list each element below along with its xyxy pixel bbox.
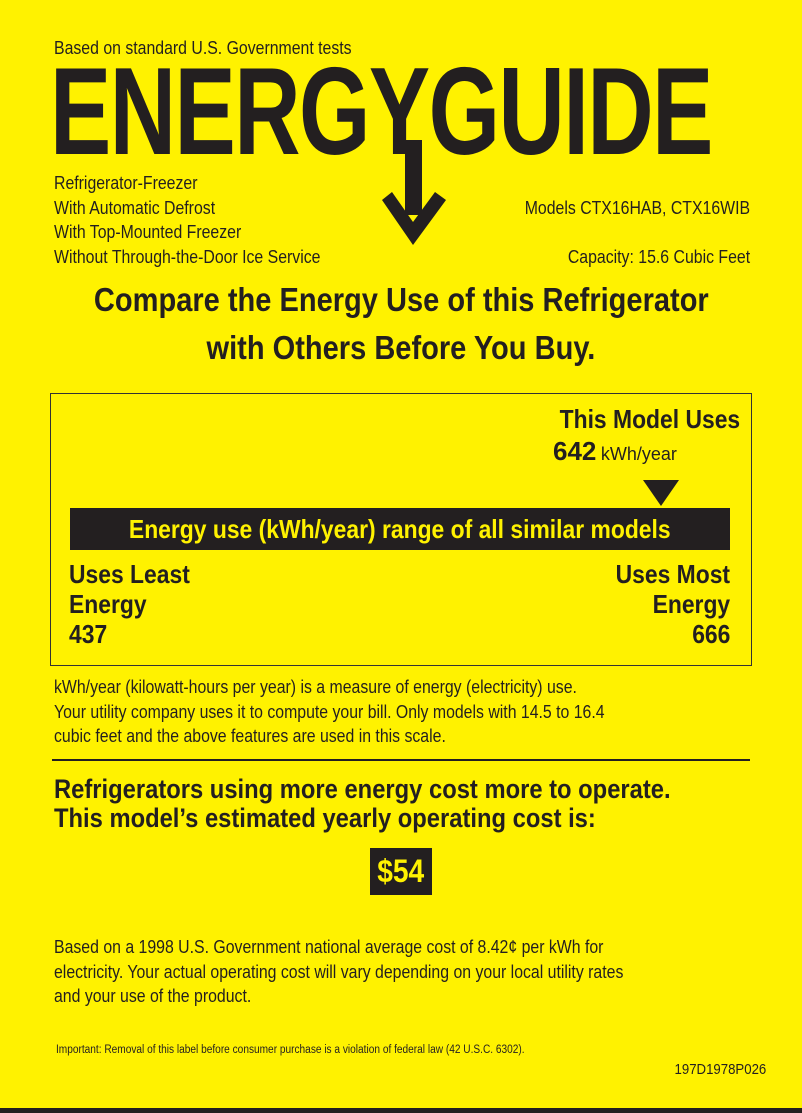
this-model-marker-icon bbox=[642, 480, 679, 506]
feature-item: With Automatic Defrost bbox=[54, 197, 216, 218]
feature-item: With Top-Mounted Freezer bbox=[54, 222, 242, 242]
this-model-usage: 642 kWh/year bbox=[553, 436, 677, 467]
range-bar: Energy use (kWh/year) range of all simil… bbox=[70, 508, 730, 550]
energyguide-logo: ENERGYGUIDE bbox=[50, 43, 713, 181]
tests-note: Based on standard U.S. Government tests bbox=[54, 38, 352, 58]
label-code: 197D1978P026 bbox=[674, 1061, 766, 1078]
capacity: Capacity: 15.6 Cubic Feet bbox=[567, 247, 750, 267]
explanation: kWh/year (kilowatt-hours per year) is a … bbox=[54, 677, 605, 746]
energy-range-box bbox=[50, 393, 752, 666]
arrow-down-icon bbox=[382, 140, 446, 245]
uses-least: Uses Least Energy 437 bbox=[69, 559, 190, 649]
this-model-label: This Model Uses bbox=[559, 404, 740, 434]
bottom-border bbox=[0, 1108, 802, 1113]
feature-item: Without Through-the-Door Ice Service bbox=[54, 246, 321, 267]
models: Models CTX16HAB, CTX16WIB bbox=[524, 198, 750, 218]
cost-heading: Refrigerators using more energy cost mor… bbox=[54, 774, 671, 833]
headline-line1: Compare the Energy Use of this Refrigera… bbox=[93, 281, 709, 318]
unit-label: kWh/year bbox=[600, 444, 677, 464]
divider bbox=[52, 759, 750, 761]
feature-item: Refrigerator-Freezer bbox=[54, 173, 198, 193]
this-model-value: 642 bbox=[553, 436, 597, 466]
cost-basis: Based on a 1998 U.S. Government national… bbox=[54, 937, 624, 1006]
uses-most: Uses Most Energy 666 bbox=[615, 559, 730, 649]
yearly-cost: $54 bbox=[370, 848, 432, 895]
legal-notice: Important: Removal of this label before … bbox=[56, 1044, 525, 1056]
headline-line2: with Others Before You Buy. bbox=[206, 329, 596, 366]
feature-list: Refrigerator-Freezer With Automatic Defr… bbox=[54, 171, 357, 269]
